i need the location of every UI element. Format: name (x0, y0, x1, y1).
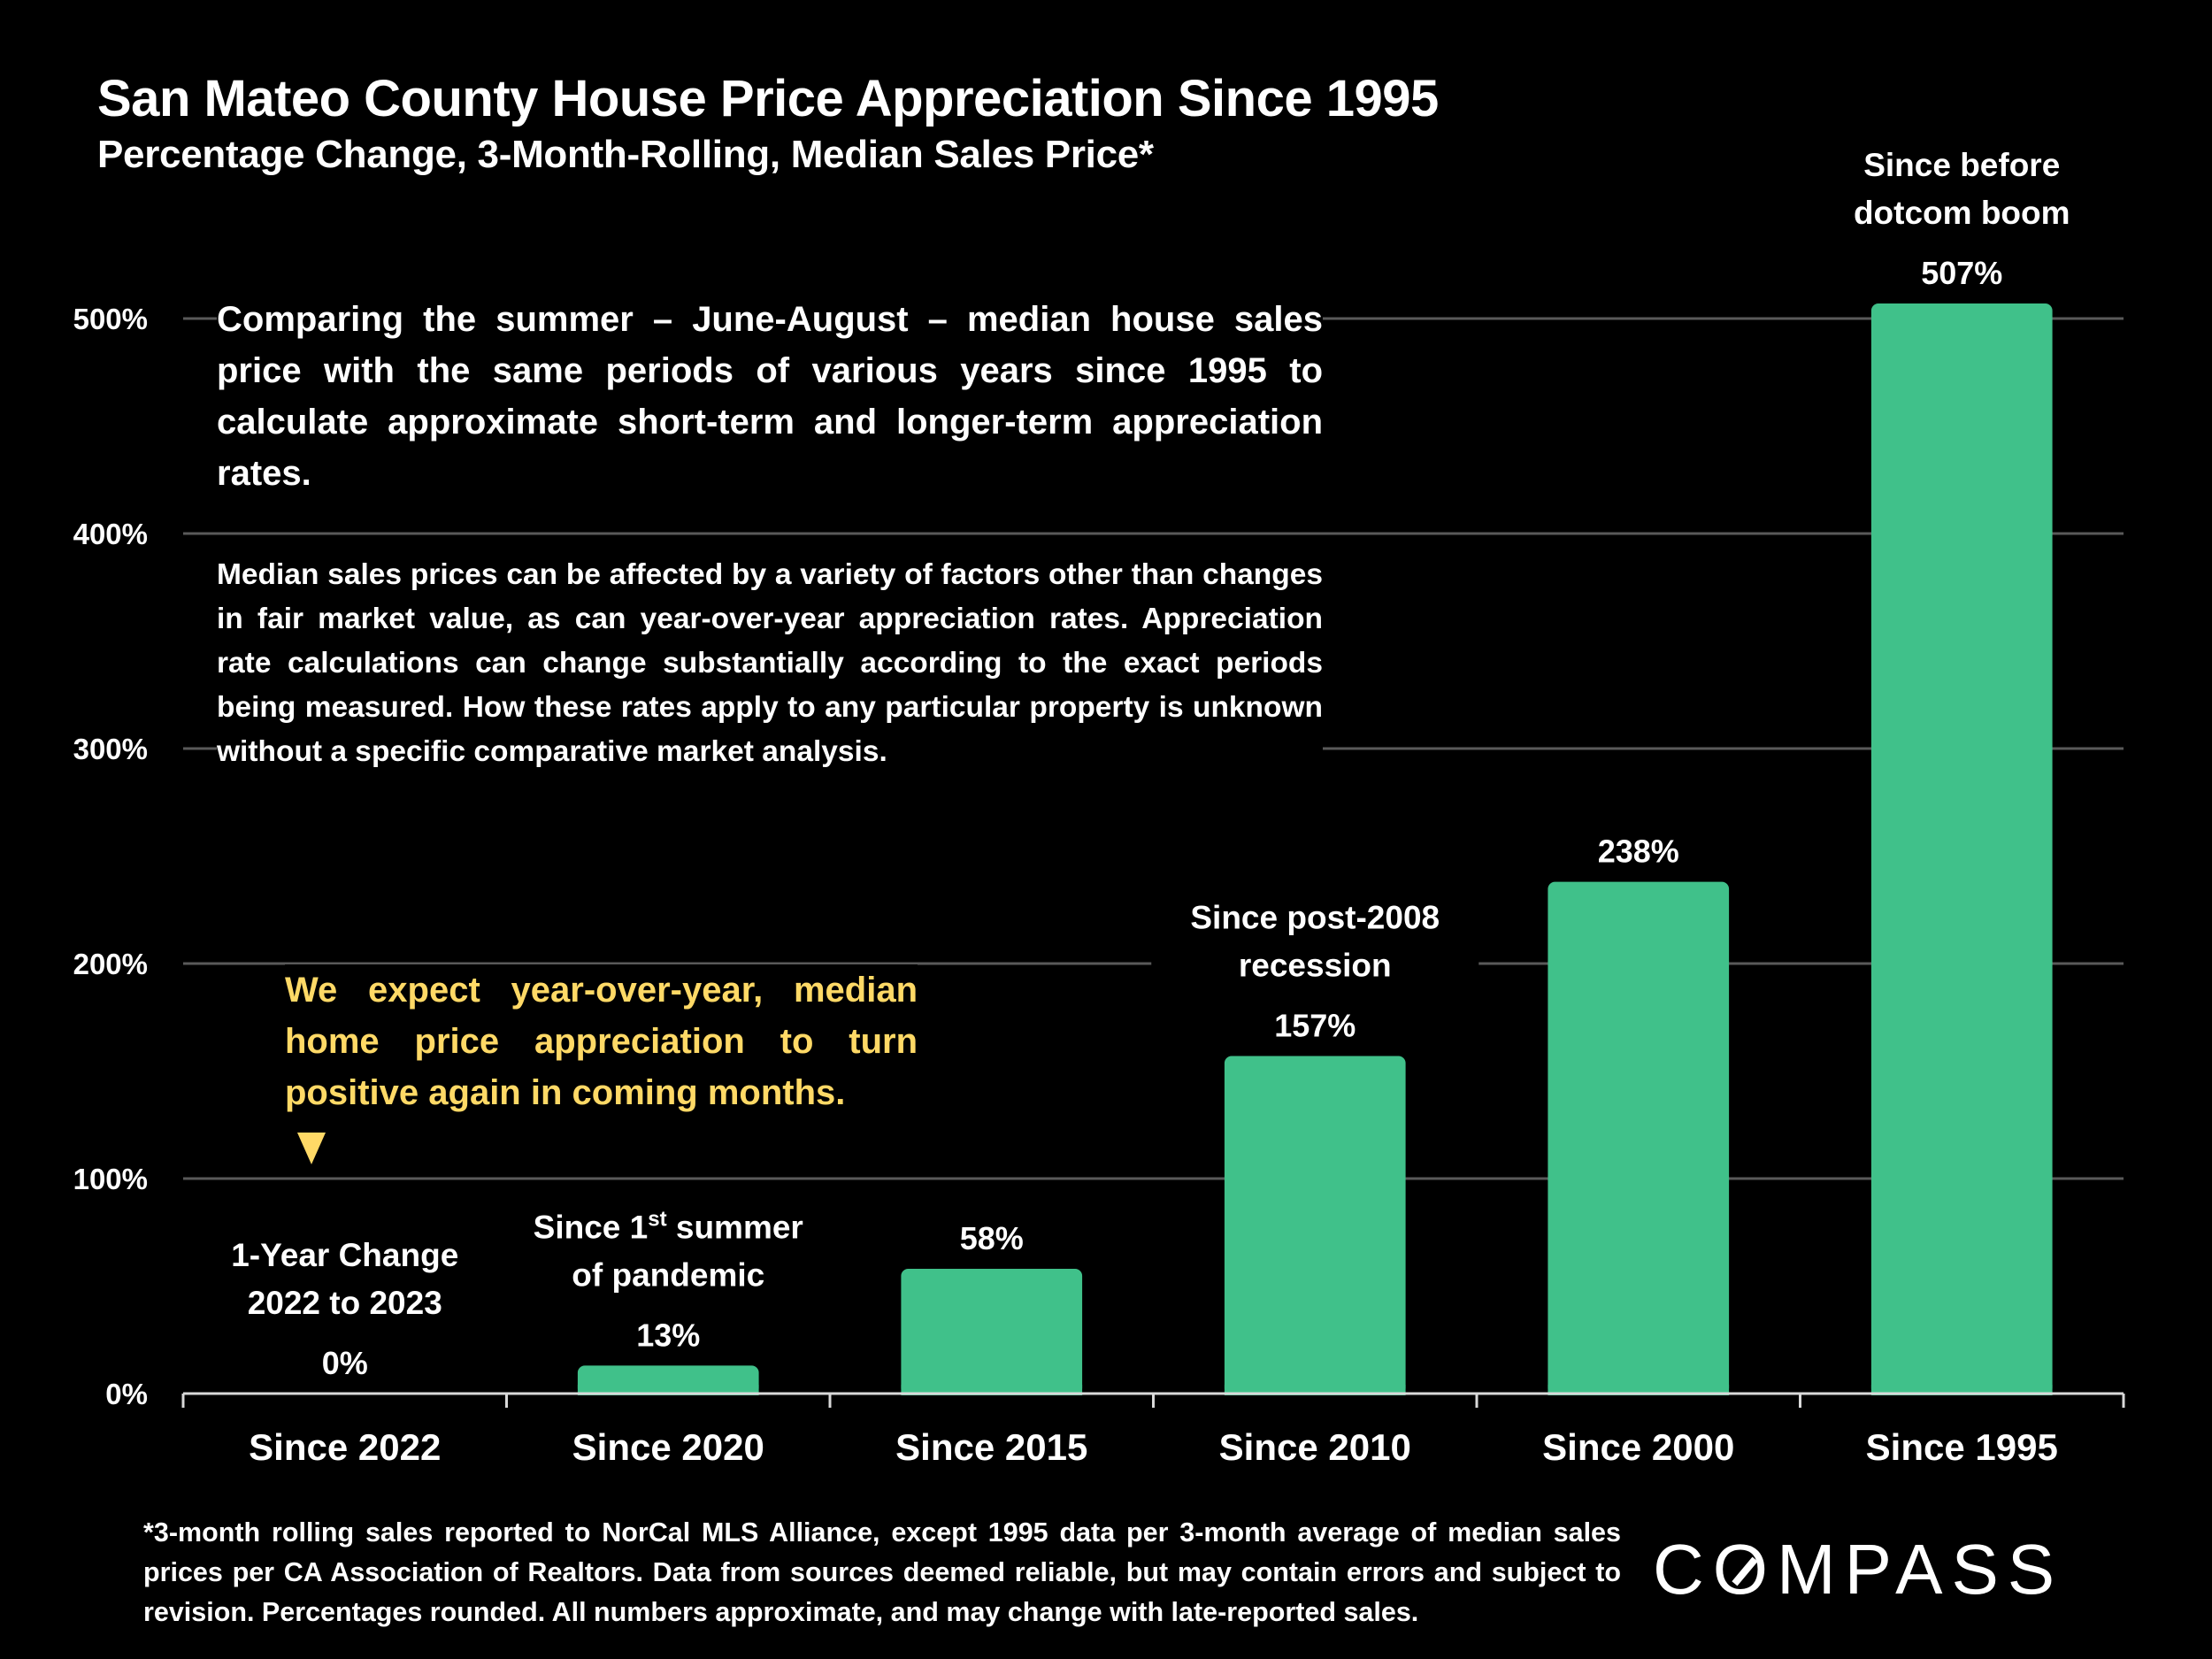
annotation-background (1151, 889, 1479, 1049)
bar-annotation: dotcom boom (1854, 195, 2070, 231)
x-category-label: Since 2015 (895, 1426, 1087, 1468)
forecast-note: We expect year-over-year, median home pr… (285, 964, 918, 1118)
bar-value-label: 238% (1598, 833, 1679, 870)
x-category-label: Since 2000 (1542, 1426, 1734, 1468)
y-axis-ticks: 0% 100% 200% 300% 400% 500% (73, 303, 148, 1410)
logo-letters: MPASS (1777, 1530, 2064, 1609)
bars (577, 303, 2053, 1395)
y-tick-label: 100% (73, 1163, 148, 1195)
x-axis: Since 2022 Since 2020 Since 2015 Since 2010… (181, 1392, 2125, 1468)
bar (1870, 303, 2053, 1395)
bar-annotation: of pandemic (572, 1256, 764, 1293)
bar-annotation: Since before (1863, 147, 2060, 183)
description-paragraph-2: Median sales prices can be affected by a… (217, 553, 1323, 774)
data-labels: 1-Year Change 2022 to 2023 0% Since 1st sum… (180, 136, 2126, 1386)
annotation-background (1798, 136, 2126, 296)
bar-annotation: Since 1st summer (534, 1207, 803, 1245)
bar (1548, 881, 1730, 1395)
bar-value-label: 0% (322, 1345, 368, 1381)
y-tick-label: 300% (73, 733, 148, 765)
x-category-label: Since 2010 (1219, 1426, 1411, 1468)
bar (1224, 1056, 1406, 1395)
y-tick-label: 200% (73, 948, 148, 980)
bar (901, 1269, 1083, 1395)
footnote: *3-month rolling sales reported to NorCa… (143, 1517, 1621, 1627)
annotation-background (504, 1199, 833, 1359)
bar-value-label: 507% (1921, 255, 2002, 291)
chart-subtitle: Percentage Change, 3-Month-Rolling, Medi… (97, 133, 1154, 176)
y-tick-label: 0% (105, 1378, 148, 1410)
bar-value-label: 157% (1274, 1007, 1356, 1043)
bar-value-label: 13% (636, 1317, 700, 1353)
y-tick-label: 400% (73, 518, 148, 550)
bar-annotation: Since post-2008 (1190, 899, 1440, 935)
description-paragraph-1: Comparing the summer – June-August – med… (217, 294, 1323, 499)
bar-value-label: 58% (960, 1220, 1024, 1256)
down-triangle-icon (297, 1133, 326, 1164)
x-category-label: Since 1995 (1866, 1426, 2058, 1468)
bar-annotation: 2022 to 2023 (248, 1285, 442, 1321)
bar-annotation: 1-Year Change (231, 1237, 458, 1273)
x-category-label: Since 2020 (572, 1426, 764, 1468)
bar-annotation: recession (1239, 947, 1392, 983)
logo-compass-o-icon: O (1712, 1530, 1778, 1609)
x-category-label: Since 2022 (249, 1426, 441, 1468)
annotation-background (180, 1227, 509, 1386)
logo-letter-c: C (1653, 1530, 1713, 1609)
chart-title: San Mateo County House Price Appreciatio… (97, 70, 1439, 127)
y-tick-label: 500% (73, 303, 148, 335)
compass-logo: COMPASS (1653, 1529, 2063, 1610)
